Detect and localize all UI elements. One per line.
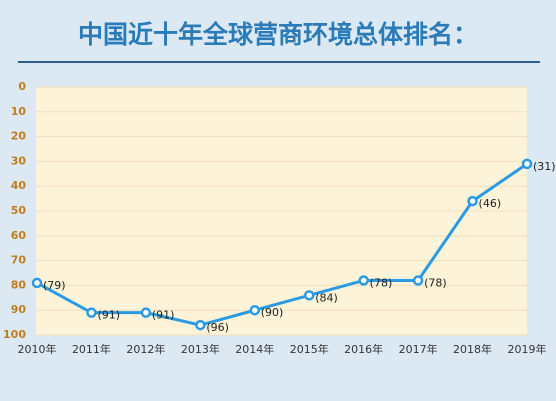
value-label: (46): [479, 197, 502, 210]
value-label: (90): [261, 306, 284, 319]
data-point: [521, 158, 533, 170]
value-label: (79): [43, 279, 66, 292]
value-label: (78): [424, 276, 447, 289]
y-tick-label: 30: [11, 154, 27, 167]
data-point: [195, 319, 206, 331]
value-label: (84): [315, 291, 338, 304]
x-tick-label: 2016年: [344, 342, 383, 356]
data-point: [467, 195, 478, 207]
y-tick-label: 10: [11, 105, 27, 118]
data-point: [303, 290, 315, 301]
y-tick-label: 60: [11, 229, 27, 242]
y-tick-label: 40: [11, 179, 27, 192]
x-tick-label: 2015年: [290, 342, 329, 356]
x-tick-label: 2011年: [72, 342, 111, 356]
data-point: [249, 304, 261, 316]
value-label: (31): [533, 160, 556, 173]
x-tick-label: 2013年: [181, 342, 220, 356]
x-tick-label: 2019年: [508, 342, 547, 356]
y-tick-label: 90: [11, 303, 27, 316]
value-label: (91): [97, 309, 120, 322]
data-line: [36, 162, 528, 327]
x-tick-label: 2014年: [235, 342, 274, 356]
y-tick-label: 100: [3, 328, 26, 341]
value-label: (91): [152, 309, 175, 322]
y-tick-label: 50: [11, 204, 27, 217]
value-label: (78): [370, 276, 393, 289]
x-tick-label: 2010年: [18, 342, 57, 356]
x-tick-label: 2017年: [399, 342, 438, 356]
y-tick-label: 80: [11, 278, 27, 291]
data-point: [140, 307, 152, 318]
value-label: (96): [206, 321, 229, 334]
data-point: [86, 307, 97, 318]
x-tick-label: 2018年: [453, 342, 492, 356]
y-tick-label: 70: [11, 254, 27, 267]
data-point: [31, 277, 43, 289]
data-point: [358, 275, 369, 286]
chart-title: 中国近十年全球营商环境总体排名：: [78, 20, 478, 49]
data-point: [412, 275, 424, 286]
y-tick-label: 0: [18, 80, 26, 93]
x-tick-label: 2012年: [126, 342, 165, 356]
y-tick-label: 20: [11, 130, 27, 143]
